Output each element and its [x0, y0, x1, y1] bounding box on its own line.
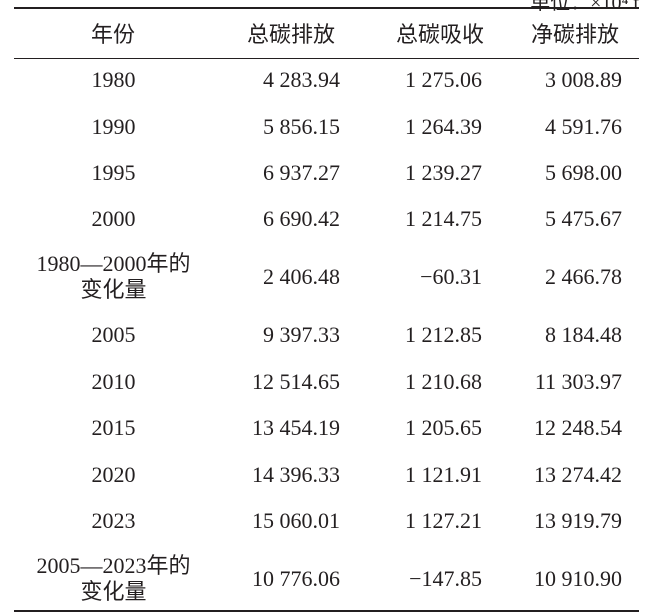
value-cell: 13 274.42: [534, 462, 622, 487]
bottom-rule: [14, 610, 639, 612]
year-cell: 2005—2023年的变化量: [36, 553, 191, 604]
value-cell: 5 475.67: [545, 206, 622, 231]
value-cell: 8 184.48: [545, 322, 622, 347]
value-cell: 13 919.79: [534, 508, 622, 533]
value-cell: 4 283.94: [263, 67, 340, 92]
header-cell: 总碳排放: [246, 22, 335, 47]
value-cell: 1 239.27: [405, 160, 482, 185]
value-cell: 9 397.33: [263, 322, 340, 347]
year-cell: 2020: [91, 462, 136, 487]
value-cell: 1 127.21: [405, 508, 482, 533]
value-cell: 3 008.89: [545, 67, 622, 92]
value-cell: 4 591.76: [545, 114, 622, 139]
year-cell: 2023: [91, 508, 136, 533]
top-rule: [14, 7, 639, 9]
value-cell: 5 856.15: [263, 114, 340, 139]
value-cell: 12 514.65: [252, 369, 340, 394]
header-cell: 年份: [90, 22, 135, 47]
value-cell: 6 937.27: [263, 160, 340, 185]
year-cell: 2005: [91, 322, 136, 347]
value-cell: 2 466.78: [545, 264, 622, 289]
header-cell: 总碳吸收: [395, 22, 484, 47]
value-cell: −147.85: [409, 566, 482, 591]
year-cell: 1990: [91, 114, 136, 139]
value-cell: 1 210.68: [405, 369, 482, 394]
value-cell: 6 690.42: [263, 206, 340, 231]
value-cell: 11 303.97: [534, 369, 622, 394]
value-cell: 14 396.33: [252, 462, 340, 487]
value-cell: 1 205.65: [405, 415, 482, 440]
value-cell: 12 248.54: [534, 415, 622, 440]
year-cell: 2000: [91, 206, 136, 231]
value-cell: 10 910.90: [534, 566, 622, 591]
year-cell: 1980: [91, 67, 136, 92]
year-cell: 2015: [91, 415, 136, 440]
value-cell: 5 698.00: [545, 160, 622, 185]
value-cell: 2 406.48: [263, 264, 340, 289]
year-cell: 1980—2000年的变化量: [36, 251, 191, 302]
value-cell: 13 454.19: [252, 415, 340, 440]
value-cell: 1 121.91: [405, 462, 482, 487]
year-cell: 1995: [91, 160, 136, 185]
header-cell: 净碳排放: [530, 22, 619, 47]
value-cell: 15 060.01: [252, 508, 340, 533]
value-cell: 10 776.06: [252, 566, 340, 591]
value-cell: 1 275.06: [405, 67, 482, 92]
year-cell: 2010: [91, 369, 136, 394]
value-cell: 1 264.39: [405, 114, 482, 139]
value-cell: 1 214.75: [405, 206, 482, 231]
header-rule: [14, 58, 639, 59]
value-cell: −60.31: [420, 264, 482, 289]
value-cell: 1 212.85: [405, 322, 482, 347]
